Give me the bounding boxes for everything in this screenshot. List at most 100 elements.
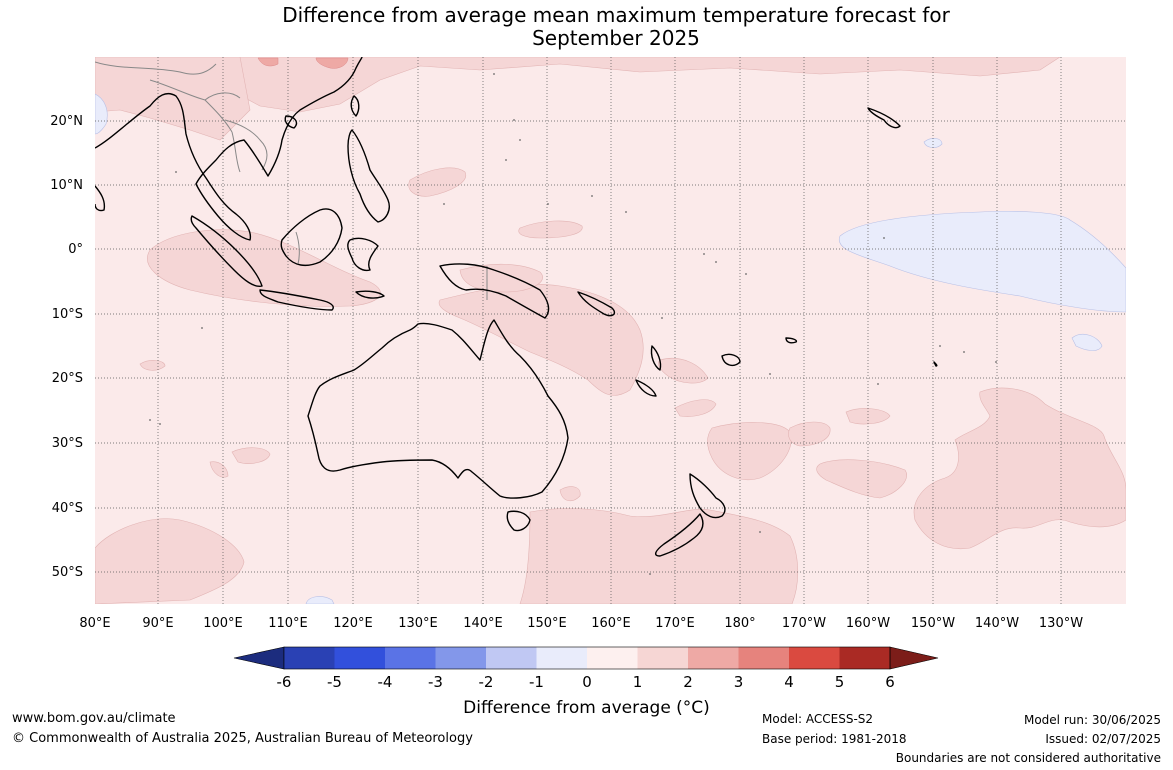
map-area — [95, 57, 1126, 604]
warm-patch-indian-small-c — [139, 360, 166, 371]
lat-label: 0° — [68, 242, 83, 257]
coast-taiwan — [350, 95, 360, 117]
colorbar-tick-label: -3 — [428, 673, 443, 691]
cool-patch-small-c — [305, 596, 335, 604]
title-line-1: Difference from average mean maximum tem… — [282, 3, 950, 27]
coast-borneo — [280, 208, 343, 267]
lon-label: 130°E — [398, 616, 438, 631]
colorbar-tick-label: -2 — [479, 673, 494, 691]
warm-patch-fiji — [658, 358, 709, 384]
hot-spot-a — [257, 57, 279, 67]
warm-2-3-patches — [257, 57, 349, 69]
colorbar-tick-label: 2 — [683, 673, 693, 691]
footer-model-run: Model run: 30/06/2025 — [1023, 713, 1161, 727]
coast-solomon — [577, 291, 616, 317]
warm-patch-south-pacific-d — [816, 459, 907, 499]
colorbar-tick-label: 3 — [734, 673, 744, 691]
lat-label: 10°N — [50, 178, 83, 193]
colorbar-tick-label: -6 — [277, 673, 292, 691]
lat-label: 50°S — [52, 565, 83, 580]
coast-new-zealand-north — [689, 473, 726, 519]
lat-label: 10°S — [52, 307, 83, 322]
coast-sulawesi — [347, 237, 379, 272]
colorbar-segment — [637, 647, 688, 669]
colorbar-segment — [839, 647, 890, 669]
colorbar-segment — [536, 647, 587, 669]
coast-philippines — [347, 129, 390, 223]
warm-patch-indian-small-d — [559, 486, 581, 502]
chart-title: Difference from average mean maximum tem… — [0, 4, 1173, 50]
colorbar-tick-label: 6 — [885, 673, 895, 691]
colorbar-segment — [688, 647, 739, 669]
warm-patch-south-pacific-b — [788, 421, 831, 447]
coast-vanuatu — [650, 345, 662, 371]
lon-label: 160°W — [846, 616, 890, 631]
footer-disclaimer: Boundaries are not considered authoritat… — [895, 751, 1161, 765]
warm-patch-north-pacific — [219, 57, 1061, 113]
lon-label: 160°E — [591, 616, 631, 631]
lon-label: 140°W — [975, 616, 1019, 631]
colorbar-tick-label: 0 — [582, 673, 592, 691]
longitude-labels: 80°E 90°E 100°E 110°E 120°E 130°E 140°E … — [79, 616, 1083, 631]
warm-patch-tasman — [674, 399, 717, 417]
lon-label: 120°E — [333, 616, 373, 631]
lon-label: 100°E — [203, 616, 243, 631]
hot-spot-b — [315, 57, 349, 69]
cool-patch-west — [95, 93, 108, 135]
warm-patch-philippine-sea — [408, 167, 467, 197]
colorbar-arrow-low — [233, 646, 285, 670]
warm-patch-indian-small-b — [209, 461, 229, 478]
colorbar-segment — [385, 647, 436, 669]
warm-patch-indian-small-a — [231, 447, 271, 464]
footer-website[interactable]: www.bom.gov.au/climate — [12, 711, 176, 726]
country-boundaries — [95, 61, 488, 300]
colorbar-segment — [435, 647, 486, 669]
colorbar-segment — [789, 647, 840, 669]
colorbar-segment — [334, 647, 385, 669]
coast-tasmania — [506, 510, 531, 532]
warm-patch-png — [459, 263, 543, 293]
cool-anomaly-patches — [95, 93, 1126, 604]
cool-patch-central-pacific — [838, 210, 1126, 313]
small-islands — [149, 73, 997, 575]
title-line-2: September 2025 — [532, 26, 700, 50]
warm-patch-southern-indian — [95, 518, 245, 604]
colorbar-tick-label: -5 — [327, 673, 342, 691]
footer-issued: Issued: 02/07/2025 — [1045, 732, 1161, 746]
latitude-labels: 20°N 10°N 0° 10°S 20°S 30°S 40°S 50°S — [50, 114, 83, 580]
colorbar-tick-label: 5 — [835, 673, 845, 691]
graticule — [95, 57, 1126, 604]
colorbar-label: Difference from average (°C) — [463, 698, 710, 718]
coast-hainan — [284, 115, 298, 129]
coastlines — [95, 57, 938, 557]
coast-png — [439, 263, 550, 319]
lat-label: 30°S — [52, 436, 83, 451]
colorbar-tick-label: -1 — [529, 673, 544, 691]
coast-new-caledonia — [635, 379, 657, 397]
lon-label: 110°E — [268, 616, 308, 631]
coast-fiji — [721, 353, 741, 367]
coast-hawaii — [867, 107, 901, 129]
lon-label: 90°E — [142, 616, 173, 631]
coast-mainland-asia — [95, 57, 363, 241]
lat-label: 20°N — [50, 114, 83, 129]
colorbar-tick-label: 4 — [784, 673, 794, 691]
lon-label: 150°W — [911, 616, 955, 631]
colorbar-tick-label: 1 — [633, 673, 643, 691]
colorbar: -6 -5 -4 -3 -2 -1 0 1 2 3 4 5 6 — [233, 646, 939, 691]
colorbar-tick-label: -4 — [378, 673, 393, 691]
footer-model: Model: ACCESS-S2 — [762, 712, 874, 726]
colorbar-segment — [587, 647, 638, 669]
footer-copyright: © Commonwealth of Australia 2025, Austra… — [12, 731, 473, 746]
warm-patch-indian-ocean-equator — [147, 229, 381, 307]
coast-java — [259, 289, 334, 311]
lon-label: 130°W — [1039, 616, 1083, 631]
cool-patch-small-a — [923, 138, 943, 148]
coast-australia — [307, 319, 569, 499]
warm-patch-coral-sea — [438, 283, 644, 396]
footer-base-period: Base period: 1981-2018 — [762, 732, 907, 746]
coast-new-zealand-south — [654, 513, 704, 557]
lon-label: 170°E — [655, 616, 695, 631]
colorbar-segment — [486, 647, 537, 669]
